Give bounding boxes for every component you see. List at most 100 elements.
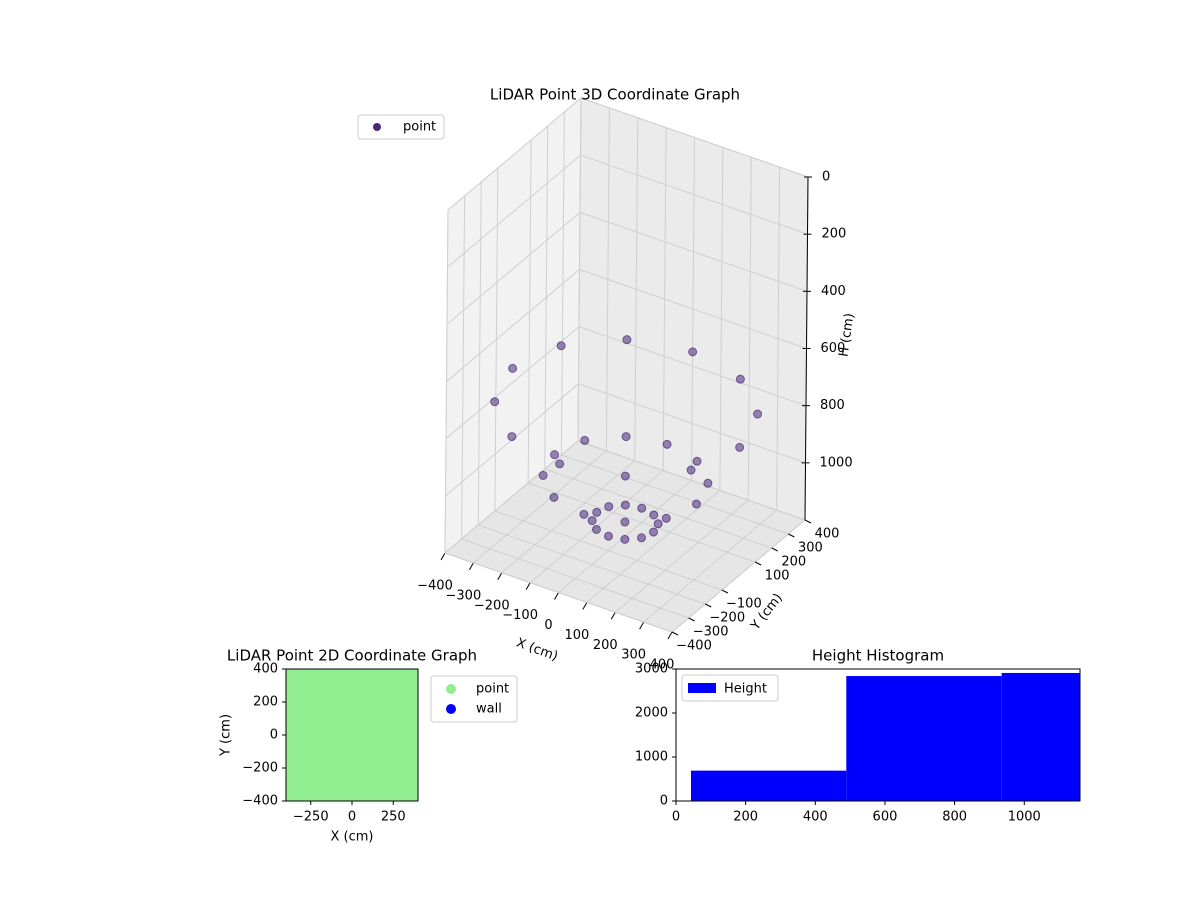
point: [662, 439, 672, 449]
z-tick-label: 600: [821, 341, 846, 356]
tick-mark: [788, 533, 795, 538]
z-tick-label: 1000: [820, 455, 853, 470]
y-tick-label: −400: [676, 639, 712, 654]
grid-line: [446, 211, 808, 325]
legend-label: point: [476, 682, 509, 697]
point: [579, 509, 589, 519]
tick-mark: [671, 631, 679, 636]
point: [735, 374, 745, 384]
x-tick-label: 800: [942, 810, 967, 825]
x-tick-label: 200: [593, 638, 618, 653]
point: [555, 459, 565, 469]
legend-box: [681, 674, 779, 702]
y-tick-label: 100: [765, 569, 790, 584]
point: [295, 678, 343, 726]
x-tick-label: 400: [650, 658, 675, 673]
plot-area: [690, 672, 1080, 801]
point: [691, 499, 701, 509]
point: [592, 507, 602, 517]
bar: [690, 770, 847, 801]
legend-marker: [446, 684, 456, 694]
x-tick-label: −300: [446, 588, 482, 603]
point: [649, 527, 658, 537]
point: [550, 450, 560, 460]
point: [295, 744, 343, 792]
x-tick-label: 250: [381, 810, 406, 825]
point: [361, 678, 409, 726]
point: [753, 409, 763, 419]
grid-line: [446, 268, 807, 382]
point: [295, 711, 343, 759]
y-tick-label: 200: [781, 555, 806, 570]
x-axis-label: X (cm): [514, 636, 560, 665]
point: [649, 510, 659, 520]
point: [735, 442, 745, 452]
y-tick-label: −400: [242, 794, 278, 809]
point: [508, 363, 518, 373]
plot-area: [490, 335, 763, 544]
point: [549, 492, 559, 502]
point: [686, 465, 696, 475]
x-tick-label: −250: [293, 810, 329, 825]
y-tick-label: 200: [253, 695, 278, 710]
point: [688, 347, 698, 357]
x-tick-label: 0: [348, 810, 356, 825]
z-axis-label: H (cm): [837, 312, 858, 358]
y-tick-label: 400: [815, 527, 840, 542]
point: [361, 711, 409, 759]
tick-mark: [804, 519, 812, 524]
y-tick-label: 0: [270, 728, 278, 743]
legend-label: point: [403, 120, 436, 135]
grid-line: [445, 383, 806, 497]
chart-title: Height Histogram: [812, 647, 944, 665]
legend-marker: [373, 123, 381, 131]
chart-title: LiDAR Point 3D Coordinate Graph: [490, 86, 740, 104]
y-tick-label: 400: [253, 662, 278, 677]
point: [661, 513, 671, 523]
y-tick-label: 3000: [635, 662, 668, 677]
point: [587, 516, 597, 526]
point: [692, 456, 702, 466]
tick-mark: [554, 592, 559, 600]
point: [580, 435, 590, 445]
x-tick-label: 1000: [1008, 810, 1041, 825]
tick-mark: [688, 617, 695, 622]
grid-line: [447, 97, 809, 211]
point: [653, 519, 663, 529]
y-tick-label: 300: [798, 541, 823, 556]
point: [703, 478, 713, 488]
y-tick-label: −300: [693, 625, 729, 640]
y-axis-label: Y (cm): [219, 714, 234, 757]
point: [591, 524, 601, 534]
tick-mark: [771, 547, 778, 552]
point: [637, 503, 647, 513]
x-tick-label: −200: [474, 598, 510, 613]
point: [328, 711, 376, 759]
tick-mark: [754, 561, 762, 566]
x-tick-label: 300: [621, 648, 646, 663]
x-tick-label: 100: [564, 628, 589, 643]
plot-area: [286, 669, 418, 801]
point: [604, 502, 614, 512]
tick-mark: [721, 589, 729, 594]
tick-mark: [582, 602, 588, 610]
x-axis-label: X (cm): [331, 830, 374, 845]
point: [490, 397, 500, 407]
legend-box: [357, 114, 445, 140]
point: [538, 470, 548, 480]
point: [507, 432, 517, 442]
axes-frame: [675, 668, 1081, 802]
z-tick-label: 800: [820, 398, 845, 413]
x-tick-label: 200: [733, 810, 758, 825]
point: [622, 335, 632, 345]
point: [604, 531, 613, 541]
y-tick-label: −200: [709, 611, 745, 626]
point: [328, 678, 376, 726]
tick-mark: [525, 582, 531, 590]
legend-label: Height: [724, 682, 767, 697]
y-tick-label: 0: [660, 794, 668, 809]
y-tick-label: −100: [726, 597, 762, 612]
point: [620, 500, 630, 510]
x-tick-label: 0: [544, 618, 552, 633]
